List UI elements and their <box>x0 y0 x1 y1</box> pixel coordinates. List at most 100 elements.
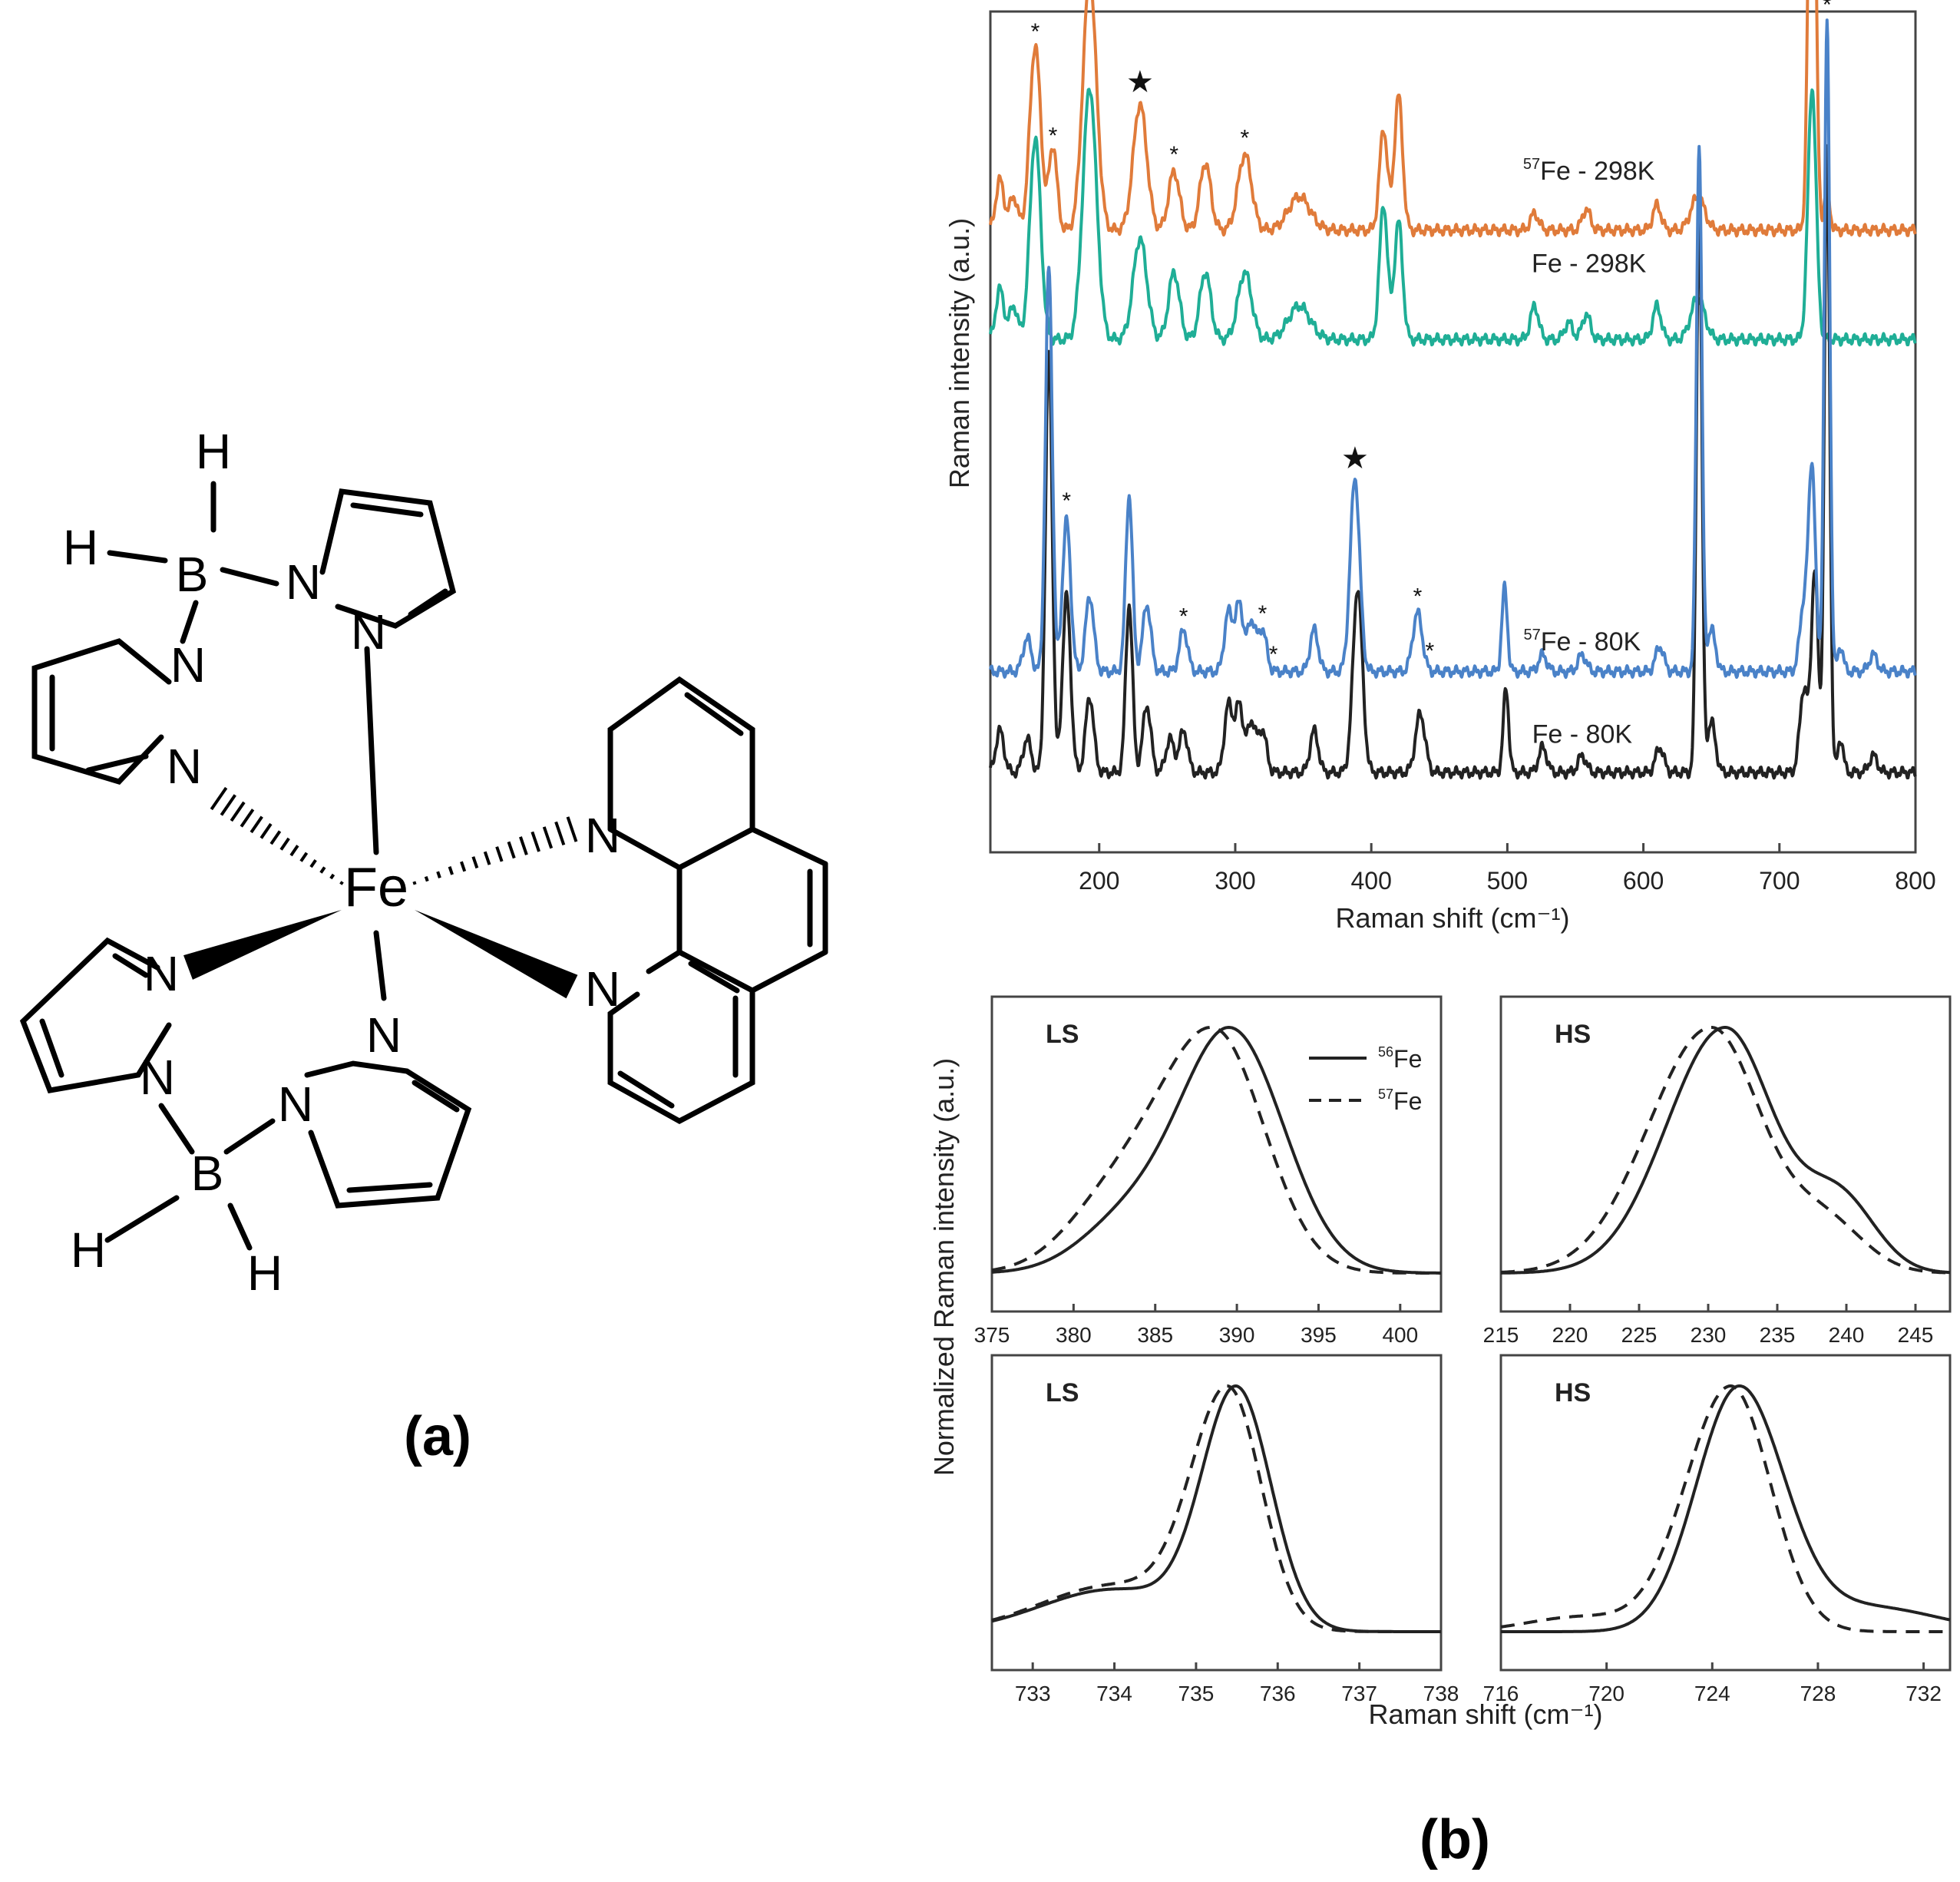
peak-marker: * <box>1413 584 1423 610</box>
phen-lower-double <box>688 961 740 994</box>
x-tick-label: 738 <box>1423 1682 1459 1705</box>
fe57-curve <box>991 1384 1441 1633</box>
fe56-curve <box>1501 1384 1951 1633</box>
fe56-curve <box>991 1384 1441 1633</box>
hash-stroke <box>319 866 326 874</box>
atom-h: H <box>247 1245 283 1301</box>
x-tick-label: 215 <box>1483 1323 1519 1347</box>
x-tick-label: 230 <box>1691 1323 1727 1347</box>
x-tick-label: 728 <box>1800 1682 1836 1705</box>
peak-marker: * <box>1049 124 1058 149</box>
pyrazole-1-double-bond <box>350 502 424 518</box>
atom-h: H <box>63 520 98 575</box>
series-label-superscript: 57 <box>1524 627 1541 643</box>
atom-n: N <box>366 1007 402 1063</box>
pyrazole-ring-2 <box>31 638 172 785</box>
x-tick-label: 375 <box>974 1323 1010 1347</box>
fe56-curve <box>1501 1026 1951 1275</box>
series-label-text: Fe - 80K <box>1541 627 1641 657</box>
pyrazole-1-double-bond-2 <box>408 588 448 617</box>
wedge-bond-fe-phen <box>415 910 578 999</box>
x-tick-label: 400 <box>1382 1323 1418 1347</box>
hash-stroke <box>250 815 263 834</box>
bond-b2-h-down <box>227 1202 253 1251</box>
hash-stroke <box>339 881 344 885</box>
x-tick-label: 380 <box>1056 1323 1092 1347</box>
x-tick-label: 220 <box>1552 1323 1588 1347</box>
atom-n: N <box>170 637 206 693</box>
series-line <box>989 18 1917 680</box>
main-plot-frame <box>989 10 1917 854</box>
pyrazole-3-double-bond-2 <box>112 953 149 978</box>
main-x-axis: 200 300 400 500 600 700 800 <box>1079 843 1936 895</box>
x-tick-label: 720 <box>1588 1682 1625 1705</box>
inset-state-label: LS <box>1046 1020 1079 1049</box>
hash-stroke <box>230 801 246 822</box>
hash-stroke <box>259 822 273 839</box>
peak-marker: ★ <box>1341 442 1369 475</box>
atom-h: H <box>71 1222 106 1278</box>
hash-stroke <box>530 831 540 852</box>
x-tick-label: 390 <box>1219 1323 1255 1347</box>
stereo-bonds <box>183 786 578 999</box>
series-label-superscript: 57 <box>1523 156 1540 173</box>
peak-marker: * <box>1062 488 1071 514</box>
atom-n: N <box>585 961 620 1017</box>
hash-stroke <box>279 837 290 851</box>
x-tick-label: 200 <box>1079 867 1119 895</box>
inset-state-label: HS <box>1555 1020 1591 1049</box>
series-line <box>989 144 1917 780</box>
peak-marker: * <box>1258 601 1268 627</box>
hash-stroke <box>240 809 255 828</box>
bond-b1-h-left <box>107 550 168 564</box>
fe57-curve <box>1501 1026 1950 1275</box>
hash-stroke <box>554 821 566 846</box>
x-tick-label: 400 <box>1350 867 1391 895</box>
series-line <box>989 0 1917 238</box>
atom-labels: H H B N N N N Fe N N N N N N B H H <box>63 424 620 1301</box>
series-label: Fe - 298K <box>1532 249 1647 278</box>
hash-stroke <box>299 852 309 862</box>
hash-stroke <box>519 836 528 855</box>
hash-stroke <box>448 866 454 875</box>
hash-stroke <box>412 881 417 885</box>
inset-inset-ls-390: LS 375 380 385 390 395 400 <box>974 995 1443 1347</box>
hash-stroke <box>460 861 467 872</box>
x-tick-label: 395 <box>1301 1323 1337 1347</box>
hash-stroke <box>507 841 516 859</box>
bond-b2-h-left <box>104 1195 180 1243</box>
pyrazole-4-double-bond <box>412 1080 460 1113</box>
hash-stroke <box>424 875 429 882</box>
atom-fe: Fe <box>344 857 408 918</box>
series-label-text: Fe - 298K <box>1540 157 1655 186</box>
peak-marker: * <box>1031 19 1040 45</box>
main-y-axis-label: Raman intensity (a.u.) <box>944 218 975 488</box>
phen-ring-upper <box>607 676 755 871</box>
hash-stroke <box>309 858 317 868</box>
phen-bridge-a <box>749 826 828 867</box>
bond-b2-pz3 <box>158 1103 195 1155</box>
legend-fe57: 57Fe <box>1378 1087 1422 1115</box>
peak-marker: * <box>1823 0 1832 18</box>
series-label: 57Fe - 80K <box>1524 627 1641 657</box>
series-label: 57Fe - 298K <box>1523 156 1655 186</box>
hash-stroke <box>210 786 228 811</box>
fe57-curve <box>1500 1384 1950 1633</box>
inset-frame <box>1499 995 1952 1313</box>
x-tick-label: 385 <box>1137 1323 1173 1347</box>
inset-state-label: HS <box>1555 1378 1591 1407</box>
hash-stroke <box>471 856 479 869</box>
peak-marker: * <box>1179 604 1188 629</box>
atom-n: N <box>351 604 386 660</box>
atom-n: N <box>278 1077 313 1132</box>
pyrazole-ring-4 <box>304 1060 472 1209</box>
x-tick-label: 733 <box>1015 1682 1051 1705</box>
pyrazole-3-double-bond <box>39 1018 64 1078</box>
atom-n: N <box>585 808 620 863</box>
peak-markers: ***★********★** <box>1031 0 1832 667</box>
x-tick-label: 732 <box>1905 1682 1942 1705</box>
pyrazole-ring-1 <box>319 488 457 629</box>
